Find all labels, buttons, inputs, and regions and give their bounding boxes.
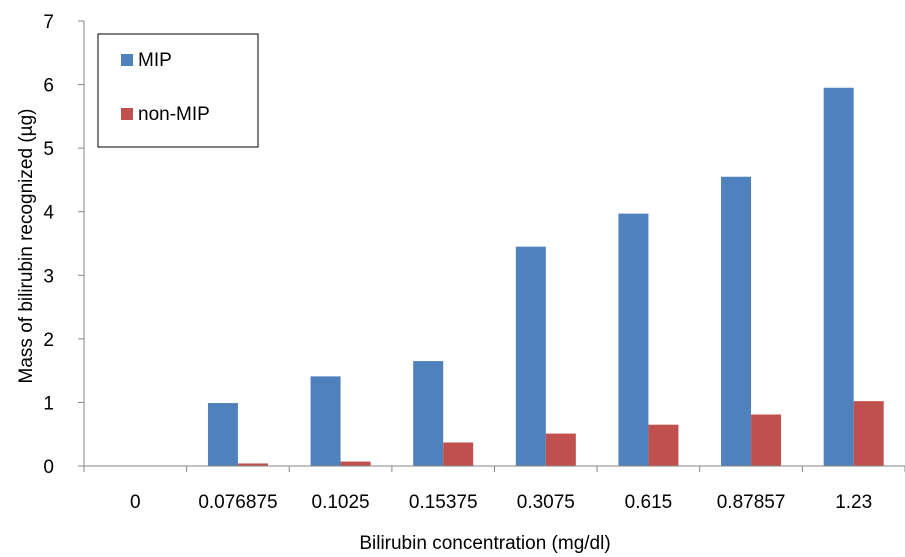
y-tick-label: 4 [43, 203, 54, 224]
bar-non-mip [443, 442, 474, 466]
x-tick-label: 0.87857 [717, 492, 786, 513]
y-tick-label: 5 [43, 139, 54, 160]
x-tick-label: 0.076875 [198, 492, 277, 513]
y-axis-title: Mass of bilirubin recognized (µg) [16, 109, 37, 384]
x-tick-label: 0 [130, 492, 141, 513]
bar-mip [413, 361, 444, 466]
y-tick-label: 1 [43, 393, 54, 414]
y-tick-label: 2 [43, 330, 54, 351]
y-tick-label: 3 [43, 266, 54, 287]
bar-mip [207, 403, 238, 466]
y-tick-label: 0 [43, 457, 54, 478]
bar-non-mip [545, 433, 576, 466]
bar-non-mip [340, 461, 371, 466]
legend-swatch-non-mip [121, 108, 133, 120]
x-tick-label: 0.1025 [312, 492, 370, 513]
y-ticks: 0 1 2 3 4 5 6 7 [43, 12, 84, 478]
bar-mip [515, 246, 546, 466]
bar-non-mip [853, 401, 884, 466]
x-ticks: 0 0.076875 0.1025 0.15375 0.3075 0.615 0.87857… [83, 466, 905, 513]
legend-swatch-mip [121, 54, 133, 66]
bar-non-mip [237, 463, 268, 466]
bar-non-mip [751, 414, 782, 466]
x-tick-label: 1.23 [835, 492, 872, 513]
y-tick-label: 7 [43, 12, 54, 33]
legend-box [97, 33, 259, 148]
y-tick-label: 6 [43, 76, 54, 97]
bar-mip [823, 87, 854, 466]
bar-mip [721, 176, 752, 466]
x-tick-label: 0.15375 [409, 492, 478, 513]
legend-label-non-mip: non-MIP [138, 104, 210, 125]
legend: MIP non-MIP [97, 33, 259, 148]
bar-mip [618, 213, 649, 466]
bar-mip [310, 376, 341, 466]
x-axis-title: Bilirubin concentration (mg/dl) [359, 533, 610, 554]
x-tick-label: 0.3075 [517, 492, 575, 513]
bar-non-mip [648, 424, 679, 466]
x-tick-label: 0.615 [625, 492, 673, 513]
bars-layer [207, 87, 884, 466]
legend-label-mip: MIP [138, 50, 172, 71]
